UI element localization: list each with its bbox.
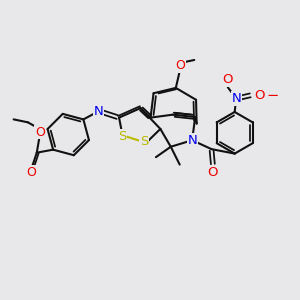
Text: O: O [176,59,185,72]
Text: N: N [187,134,197,147]
Text: O: O [223,74,233,86]
Text: N: N [94,105,104,118]
Text: S: S [118,130,127,142]
Text: O: O [26,166,36,179]
Text: O: O [208,167,218,179]
Text: S: S [140,135,148,148]
Text: O: O [35,126,45,139]
Text: O: O [254,88,264,101]
Text: −: − [266,88,279,103]
Text: N: N [231,92,241,105]
